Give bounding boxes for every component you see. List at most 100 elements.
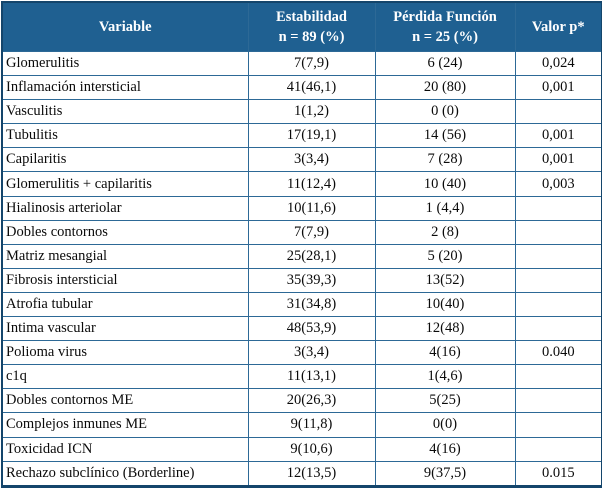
cell-valor-p: 0,003 <box>514 171 602 197</box>
table-row: Dobles contornos ME 20(26,3) 5(25) <box>1 388 602 414</box>
table-row: Inflamación intersticial 41(46,1) 20 (80… <box>1 75 602 101</box>
cell-variable: c1q <box>1 364 249 390</box>
cell-variable: Atrofia tubular <box>1 291 249 318</box>
table-row: Fibrosis intersticial 35(39,3) 13(52) <box>1 267 602 293</box>
cell-variable: Polioma virus <box>1 340 249 366</box>
header-estabilidad-line2: n = 89 (%) <box>278 29 345 45</box>
cell-variable: Toxicidad ICN <box>1 436 249 462</box>
table-row: Matriz mesangial 25(28,1) 5 (20) <box>1 243 602 269</box>
cell-valor-p <box>514 243 602 269</box>
cell-perdida-funcion: 4(16) <box>374 436 516 462</box>
cell-perdida-funcion: 10(40) <box>374 291 516 318</box>
cell-perdida-funcion: 9(37,5) <box>374 460 516 487</box>
header-perdida-funcion-line1: Pérdida Función <box>393 9 497 25</box>
cell-perdida-funcion: 14 (56) <box>374 123 516 149</box>
cell-variable: Hialinosis arteriolar <box>1 195 249 221</box>
cell-valor-p <box>514 195 602 221</box>
cell-estabilidad: 7(7,9) <box>247 219 376 245</box>
cell-valor-p <box>514 316 602 342</box>
cell-variable: Vasculitis <box>1 99 249 125</box>
table-row: Rechazo subclínico (Borderline) 12(13,5)… <box>1 460 602 487</box>
cell-perdida-funcion: 2 (8) <box>374 219 516 245</box>
cell-valor-p <box>514 436 602 462</box>
cell-estabilidad: 31(34,8) <box>247 291 376 318</box>
cell-variable: Fibrosis intersticial <box>1 267 249 293</box>
table-row: Glomerulitis + capilaritis 11(12,4) 10 (… <box>1 171 602 197</box>
cell-perdida-funcion: 0(0) <box>374 412 516 438</box>
cell-estabilidad: 20(26,3) <box>247 388 376 414</box>
cell-estabilidad: 41(46,1) <box>247 75 376 101</box>
cell-perdida-funcion: 10 (40) <box>374 171 516 197</box>
cell-estabilidad: 10(11,6) <box>247 195 376 221</box>
table-row: Vasculitis 1(1,2) 0 (0) <box>1 99 602 125</box>
cell-variable: Dobles contornos <box>1 219 249 245</box>
cell-variable: Inflamación intersticial <box>1 75 249 101</box>
table-row: Intima vascular 48(53,9) 12(48) <box>1 316 602 342</box>
cell-estabilidad: 25(28,1) <box>247 243 376 269</box>
cell-perdida-funcion: 12(48) <box>374 316 516 342</box>
header-variable: Variable <box>1 1 249 52</box>
cell-variable: Matriz mesangial <box>1 243 249 269</box>
cell-estabilidad: 17(19,1) <box>247 123 376 149</box>
cell-valor-p <box>514 267 602 293</box>
table-row: Dobles contornos 7(7,9) 2 (8) <box>1 219 602 245</box>
cell-variable: Glomerulitis <box>1 50 249 77</box>
cell-perdida-funcion: 20 (80) <box>374 75 516 101</box>
cell-variable: Rechazo subclínico (Borderline) <box>1 460 249 487</box>
cell-estabilidad: 3(3,4) <box>247 147 376 173</box>
header-valor-p: Valor p* <box>514 1 602 52</box>
table-body: Glomerulitis 7(7,9) 6 (24) 0,024 Inflama… <box>1 50 602 487</box>
cell-estabilidad: 35(39,3) <box>247 267 376 293</box>
cell-estabilidad: 11(13,1) <box>247 364 376 390</box>
cell-perdida-funcion: 5(25) <box>374 388 516 414</box>
header-valor-p-label: Valor p* <box>531 19 585 35</box>
table-row: Complejos inmunes ME 9(11,8) 0(0) <box>1 412 602 438</box>
cell-valor-p: 0,001 <box>514 75 602 101</box>
table-row: c1q 11(13,1) 1(4,6) <box>1 364 602 390</box>
cell-estabilidad: 1(1,2) <box>247 99 376 125</box>
cell-perdida-funcion: 0 (0) <box>374 99 516 125</box>
cell-valor-p <box>514 219 602 245</box>
cell-valor-p: 0,001 <box>514 147 602 173</box>
header-perdida-funcion-line2: n = 25 (%) <box>412 29 478 45</box>
cell-perdida-funcion: 13(52) <box>374 267 516 293</box>
cell-variable: Glomerulitis + capilaritis <box>1 171 249 197</box>
header-variable-label: Variable <box>98 19 152 35</box>
cell-variable: Capilaritis <box>1 147 249 173</box>
header-estabilidad: Estabilidad n = 89 (%) <box>247 1 376 52</box>
cell-valor-p <box>514 364 602 390</box>
cell-valor-p: 0,001 <box>514 123 602 149</box>
table-row: Hialinosis arteriolar 10(11,6) 1 (4,4) <box>1 195 602 221</box>
table-row: Capilaritis 3(3,4) 7 (28) 0,001 <box>1 147 602 173</box>
table-row: Polioma virus 3(3,4) 4(16) 0.040 <box>1 340 602 366</box>
cell-estabilidad: 9(11,8) <box>247 412 376 438</box>
cell-estabilidad: 11(12,4) <box>247 171 376 197</box>
table-row: Tubulitis 17(19,1) 14 (56) 0,001 <box>1 123 602 149</box>
cell-valor-p <box>514 388 602 414</box>
cell-perdida-funcion: 6 (24) <box>374 50 516 77</box>
cell-valor-p: 0.015 <box>514 460 602 487</box>
cell-variable: Intima vascular <box>1 316 249 342</box>
cell-estabilidad: 12(13,5) <box>247 460 376 487</box>
table-row: Glomerulitis 7(7,9) 6 (24) 0,024 <box>1 50 602 77</box>
cell-valor-p: 0.040 <box>514 340 602 366</box>
cell-valor-p <box>514 99 602 125</box>
cell-valor-p <box>514 412 602 438</box>
table-row: Atrofia tubular 31(34,8) 10(40) <box>1 291 602 318</box>
header-row: Variable Estabilidad n = 89 (%) Pérdida … <box>1 1 602 52</box>
cell-valor-p <box>514 291 602 318</box>
header-perdida-funcion: Pérdida Función n = 25 (%) <box>374 1 516 52</box>
cell-estabilidad: 9(10,6) <box>247 436 376 462</box>
cell-perdida-funcion: 4(16) <box>374 340 516 366</box>
header-estabilidad-line1: Estabilidad <box>276 9 347 25</box>
cell-perdida-funcion: 1(4,6) <box>374 364 516 390</box>
cell-estabilidad: 7(7,9) <box>247 50 376 77</box>
table-header: Variable Estabilidad n = 89 (%) Pérdida … <box>1 1 602 52</box>
cell-valor-p: 0,024 <box>514 50 602 77</box>
cell-variable: Tubulitis <box>1 123 249 149</box>
cell-estabilidad: 3(3,4) <box>247 340 376 366</box>
cell-perdida-funcion: 5 (20) <box>374 243 516 269</box>
cell-variable: Complejos inmunes ME <box>1 412 249 438</box>
